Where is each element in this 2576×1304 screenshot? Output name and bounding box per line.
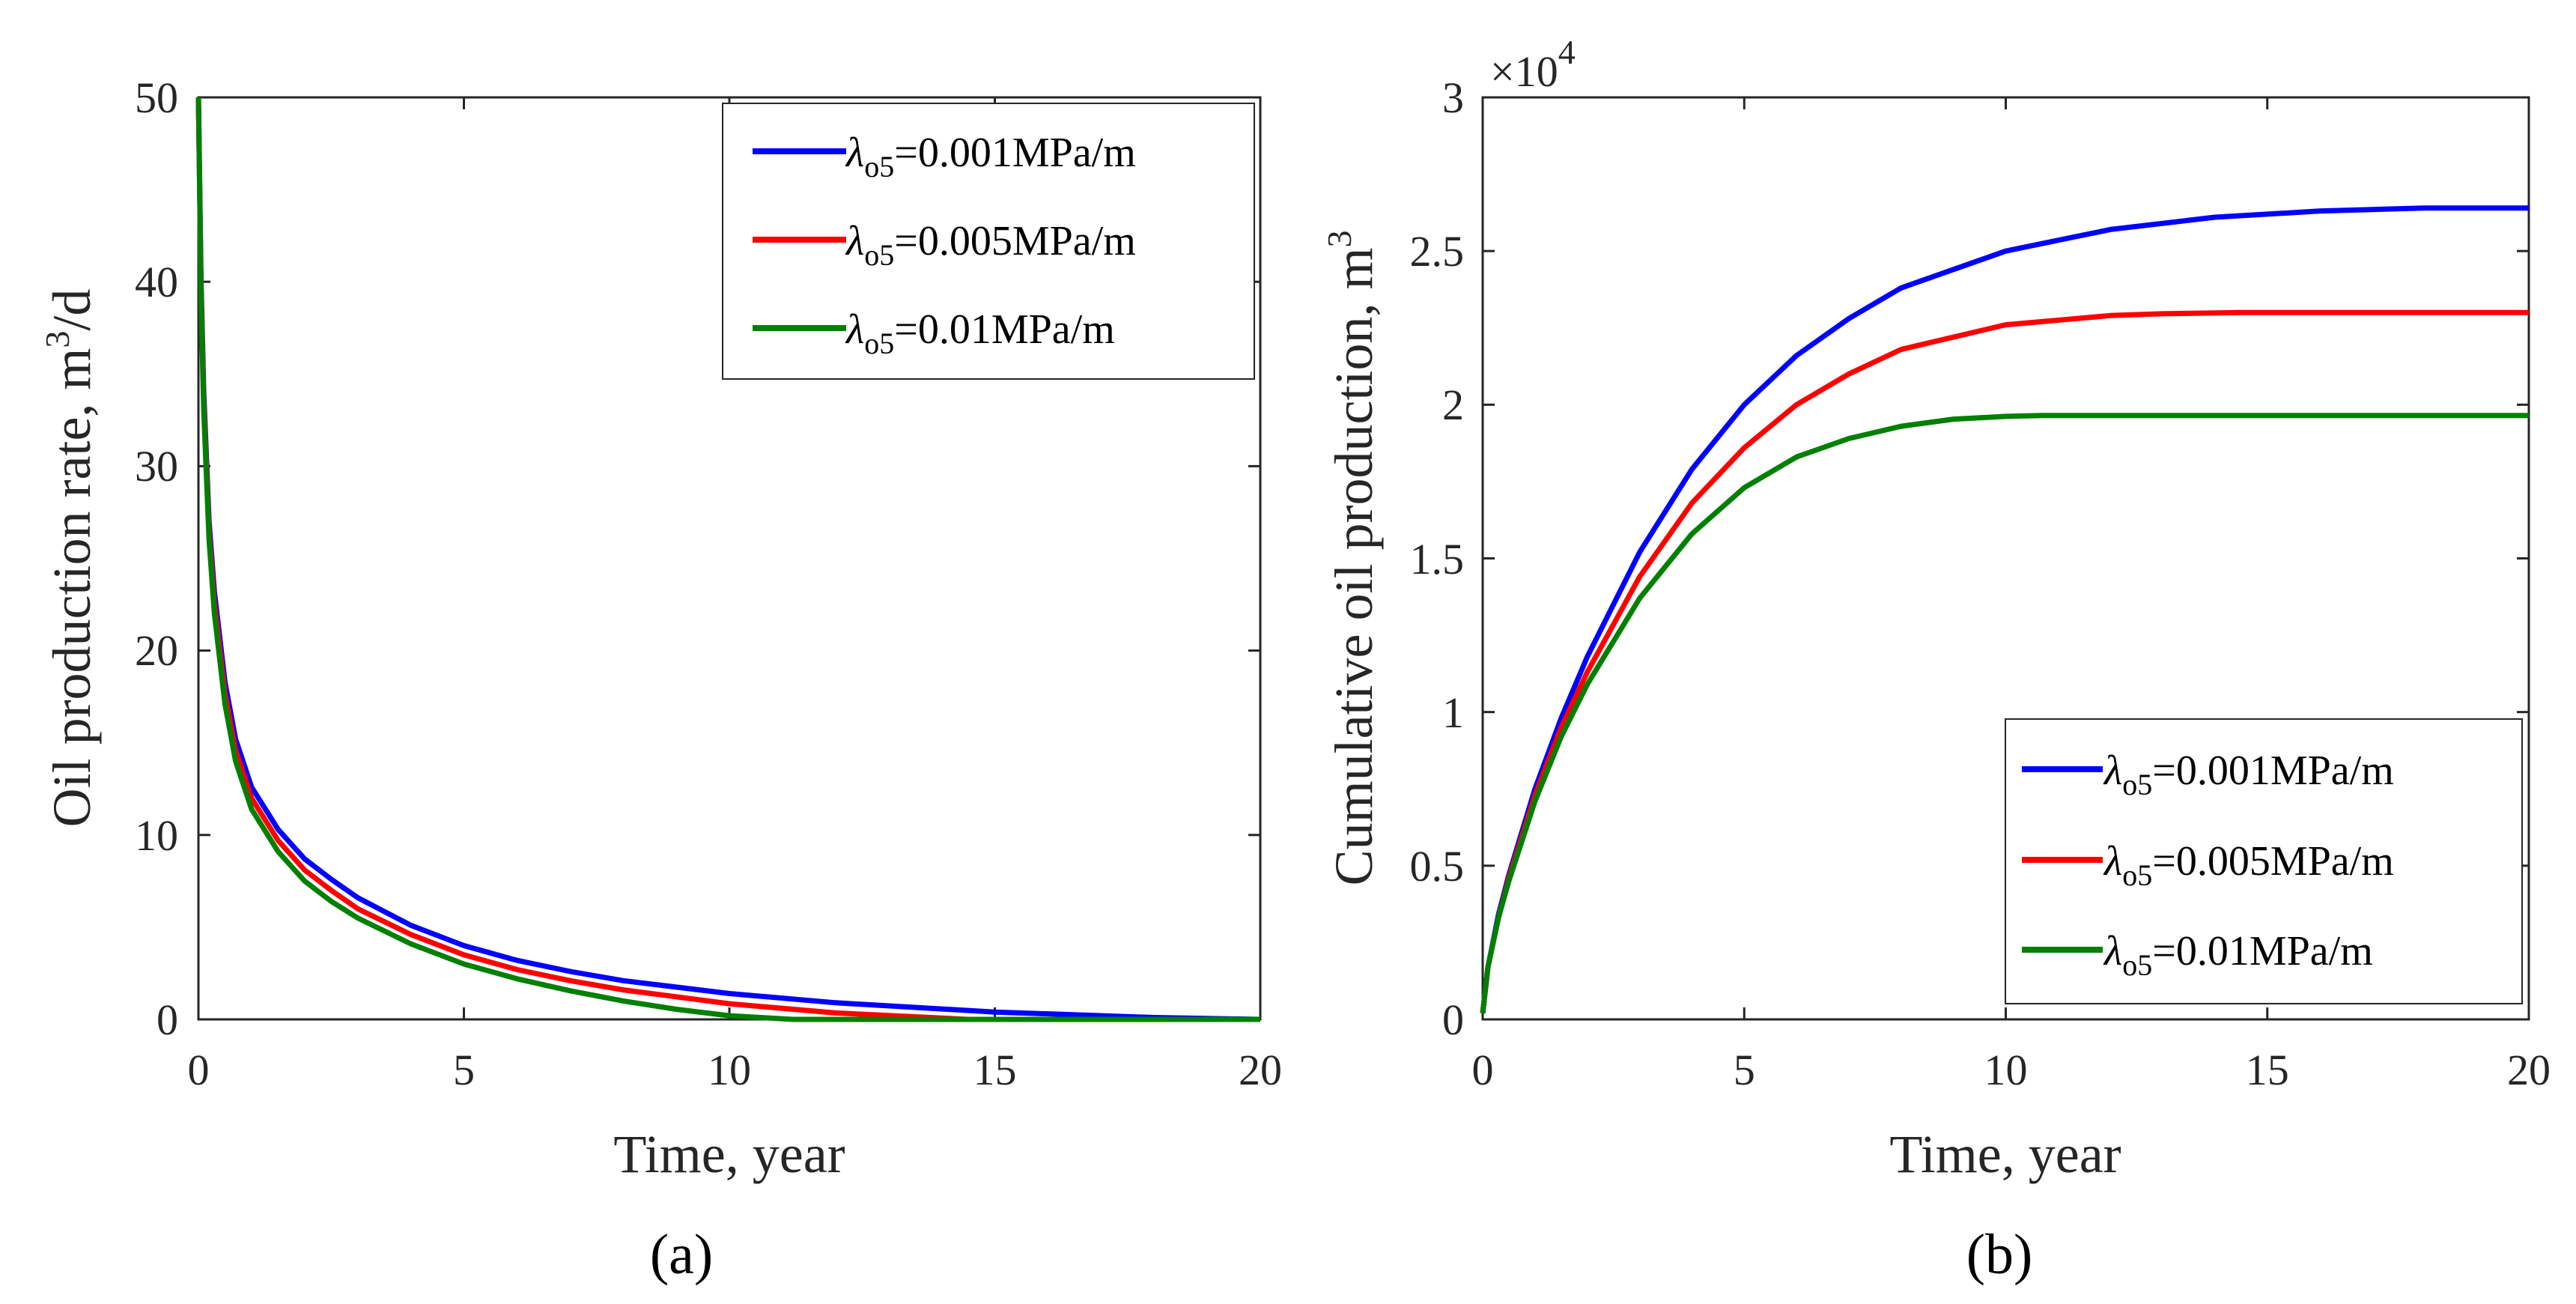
panel-b-series-line-2 — [1480, 413, 2529, 1014]
panel-a-ytick-label: 10 — [135, 811, 178, 860]
panel-b-ylabel-sup: 3 — [1320, 231, 1358, 248]
panel-b-ticks — [1481, 96, 2530, 1021]
panel-a-legend-entry: λo5=0.005MPa/m — [845, 218, 1136, 272]
legend-lambda: λ — [2103, 838, 2122, 885]
panel-b-legend-entry: λo5=0.005MPa/m — [2103, 838, 2394, 892]
legend-lambda: λ — [2103, 928, 2122, 974]
legend-value: =0.005MPa/m — [2152, 838, 2394, 885]
legend-sub: o5 — [2122, 948, 2152, 982]
panel-b-xtick-label: 5 — [1734, 1046, 1755, 1094]
panel-a-ytick-label: 20 — [135, 626, 178, 675]
panel-b-xtick-label: 15 — [2246, 1046, 2289, 1094]
panel-b-plot-area — [1480, 205, 2529, 1014]
panel-a-legend-entry: λo5=0.01MPa/m — [845, 306, 1115, 360]
legend-value: =0.001MPa/m — [894, 130, 1136, 176]
panel-b-ytick-label: 3 — [1442, 73, 1464, 122]
exponent-base: ×10 — [1490, 47, 1558, 96]
legend-sub: o5 — [2122, 768, 2152, 801]
panel-b-xtick-label: 0 — [1472, 1046, 1494, 1094]
panel-b-label: (b) — [1966, 1223, 2033, 1286]
legend-sub: o5 — [864, 150, 894, 184]
legend-value: =0.005MPa/m — [894, 218, 1136, 264]
panel-a-ylabel-sup: 3 — [38, 331, 76, 348]
panel-b-ytick-label: 0.5 — [1410, 842, 1465, 891]
panel-a-xtick-label: 20 — [1239, 1046, 1282, 1094]
panel-a-legend-entry: λo5=0.001MPa/m — [845, 130, 1136, 184]
panel-b-legend-entry: λo5=0.01MPa/m — [2103, 928, 2373, 982]
panel-b-xtick-label: 20 — [2507, 1046, 2551, 1094]
panel-a-ylabel-prefix: Oil production rate, m — [42, 348, 102, 828]
panel-a-legend: λo5=0.001MPa/m λo5=0.005MPa/m λo5=0.01MP… — [722, 103, 1255, 380]
legend-lambda: λ — [2103, 747, 2122, 794]
panel-a-ytick-label: 0 — [157, 995, 178, 1044]
panel-a-ytick-label: 40 — [135, 258, 178, 306]
legend-value: =0.001MPa/m — [2152, 747, 2394, 794]
panel-b-ytick-label: 0 — [1442, 995, 1464, 1044]
legend-value: =0.01MPa/m — [2152, 928, 2373, 974]
legend-lambda: λ — [845, 130, 864, 176]
legend-lambda: λ — [845, 306, 864, 353]
panel-a-series-line-2 — [195, 97, 1260, 1022]
panel-a-label: (a) — [650, 1223, 713, 1286]
panel-a-ytick-label: 50 — [135, 73, 178, 122]
panel-b-ytick-label: 2.5 — [1410, 227, 1465, 276]
panel-a-xtick-label: 10 — [708, 1046, 751, 1094]
panel-a: 0 5 10 15 20 0 10 20 30 40 50 Time, year… — [38, 73, 1282, 1286]
panel-a-ylabel-suffix: /d — [42, 289, 102, 331]
panel-b-exponent-label: ×104 — [1490, 33, 1576, 96]
panel-b-legend: λo5=0.001MPa/m λo5=0.005MPa/m λo5=0.01MP… — [2005, 718, 2523, 1004]
legend-lambda: λ — [845, 218, 864, 264]
legend-sub: o5 — [864, 238, 894, 272]
panel-a-plot-area — [195, 97, 1261, 1022]
panel-b-ylabel-prefix: Cumulative oil production, m — [1324, 248, 1384, 886]
panel-b-ylabel: Cumulative oil production, m3 — [1320, 231, 1384, 886]
panel-b-ytick-label: 1 — [1442, 688, 1464, 737]
panel-a-xtick-label: 5 — [453, 1046, 475, 1094]
legend-sub: o5 — [864, 327, 894, 360]
exponent-power: 4 — [1558, 33, 1576, 71]
panel-b-xtick-label: 10 — [1984, 1046, 2028, 1094]
panel-b-legend-entry: λo5=0.001MPa/m — [2103, 747, 2394, 801]
legend-sub: o5 — [2122, 858, 2152, 892]
panel-a-xtick-label: 15 — [973, 1046, 1017, 1094]
legend-value: =0.01MPa/m — [894, 306, 1115, 353]
panel-a-ylabel: Oil production rate, m3/d — [38, 289, 102, 828]
panel-a-xtick-label: 0 — [188, 1046, 210, 1094]
panel-b-ytick-label: 2 — [1442, 380, 1464, 429]
panel-b-xlabel: Time, year — [1889, 1124, 2121, 1184]
panel-b: ×104 0 5 10 15 20 0 0.5 1 1.5 2 2.5 3 Ti… — [1320, 33, 2551, 1286]
panel-a-ytick-label: 30 — [135, 442, 178, 491]
panel-a-xlabel: Time, year — [613, 1124, 845, 1184]
panel-b-ytick-label: 1.5 — [1410, 535, 1465, 583]
